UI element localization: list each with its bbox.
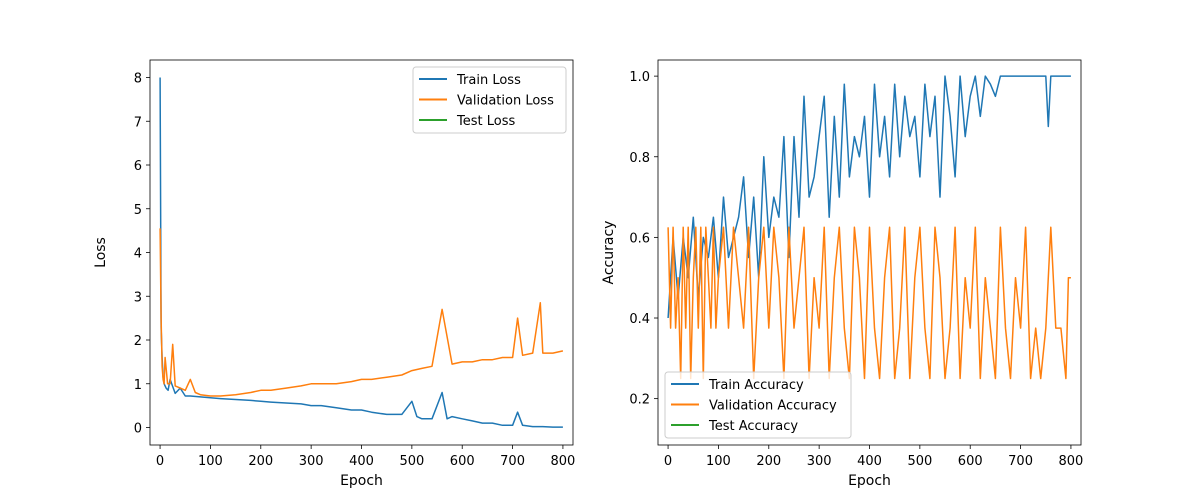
y-tick-label: 0.6 bbox=[629, 231, 650, 246]
x-tick-label: 0 bbox=[664, 454, 672, 469]
legend-label-test-loss: Test Loss bbox=[456, 114, 515, 129]
x-tick-label: 300 bbox=[299, 454, 324, 469]
x-tick-label: 600 bbox=[450, 454, 475, 469]
accuracy-chart: 0 100 200 300 400 500 600 700 800 0.2 0.4 0.6 0.8 1.0… bbox=[601, 59, 1084, 489]
x-tick-label: 600 bbox=[958, 454, 983, 469]
train-loss-line bbox=[159, 77, 563, 428]
y-tick-label: 0.2 bbox=[629, 393, 650, 408]
x-axis-label: Epoch bbox=[848, 473, 891, 489]
y-tick-label: 7 bbox=[134, 115, 142, 130]
x-tick-label: 800 bbox=[1059, 454, 1084, 469]
series-group bbox=[159, 77, 564, 428]
legend-box bbox=[664, 371, 852, 439]
legend-label-validation-loss: Validation Loss bbox=[457, 94, 554, 109]
legend-box bbox=[412, 66, 567, 134]
y-axis-label: Accuracy bbox=[601, 221, 617, 285]
x-tick-label: 100 bbox=[706, 454, 731, 469]
y-tick-label: 0.8 bbox=[629, 151, 650, 166]
y-tick-label: 6 bbox=[134, 159, 142, 174]
x-tick-label: 0 bbox=[156, 454, 164, 469]
x-tick-label: 800 bbox=[551, 454, 576, 469]
train-accuracy-line bbox=[667, 75, 1071, 319]
y-tick-label: 0.4 bbox=[629, 312, 650, 327]
y-tick-label: 4 bbox=[134, 247, 142, 262]
series-group bbox=[667, 75, 1071, 380]
legend: Train Accuracy Validation Accuracy Test Ac… bbox=[664, 371, 852, 439]
x-tick-label: 400 bbox=[349, 454, 374, 469]
x-tick-label: 500 bbox=[907, 454, 932, 469]
x-tick-label: 500 bbox=[399, 454, 424, 469]
loss-chart: 0 100 200 300 400 500 600 700 800 0 1 2 3 4 5 6 7 8 Epoch L… bbox=[93, 59, 576, 489]
legend-label-train-loss: Train Loss bbox=[456, 73, 521, 88]
legend: Train Loss Validation Loss Test Loss bbox=[412, 66, 567, 134]
y-tick-label: 5 bbox=[134, 203, 142, 218]
y-tick-label: 1.0 bbox=[629, 70, 650, 85]
legend-label-validation-accuracy: Validation Accuracy bbox=[709, 399, 837, 414]
legend-label-train-accuracy: Train Accuracy bbox=[708, 378, 804, 393]
x-tick-label: 300 bbox=[807, 454, 832, 469]
x-tick-label: 200 bbox=[248, 454, 273, 469]
x-axis-label: Epoch bbox=[340, 473, 383, 489]
validation-accuracy-line bbox=[667, 226, 1071, 380]
legend-label-test-accuracy: Test Accuracy bbox=[708, 419, 798, 434]
x-tick-label: 400 bbox=[857, 454, 882, 469]
x-tick-label: 700 bbox=[1008, 454, 1033, 469]
y-axis-label: Loss bbox=[93, 237, 109, 268]
y-tick-label: 2 bbox=[134, 334, 142, 349]
validation-loss-line bbox=[159, 228, 564, 397]
x-tick-label: 700 bbox=[500, 454, 525, 469]
y-tick-label: 0 bbox=[134, 422, 142, 437]
x-tick-label: 100 bbox=[198, 454, 223, 469]
x-tick-label: 200 bbox=[756, 454, 781, 469]
y-tick-label: 8 bbox=[134, 72, 142, 87]
y-tick-label: 3 bbox=[134, 290, 142, 305]
y-tick-label: 1 bbox=[134, 378, 142, 393]
